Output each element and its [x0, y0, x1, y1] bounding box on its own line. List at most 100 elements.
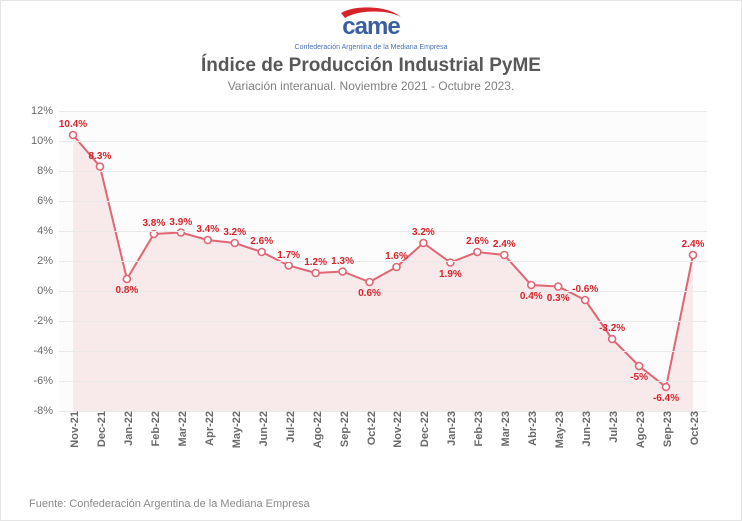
data-point — [231, 240, 238, 247]
gridline — [59, 201, 707, 202]
gridline — [59, 171, 707, 172]
x-tick-label: Mar-22 — [173, 411, 189, 446]
data-point-label: -0.6% — [572, 284, 598, 295]
data-point — [690, 252, 697, 259]
logo: came Confederación Argentina de la Media… — [1, 1, 741, 51]
data-point-label: 3.2% — [412, 227, 435, 238]
x-tick-label: Sep-22 — [335, 411, 351, 447]
x-tick-label: Jan-22 — [119, 411, 135, 446]
data-point-label: 2.4% — [682, 239, 705, 250]
data-point-label: 0.4% — [520, 291, 543, 302]
plot-area: -8%-6%-4%-2%0%2%4%6%8%10%12%Nov-21Dec-21… — [59, 111, 707, 411]
x-tick-label: Sep-23 — [658, 411, 674, 447]
data-point — [609, 336, 616, 343]
gridline — [59, 291, 707, 292]
data-point-label: 1.7% — [277, 250, 300, 261]
data-point — [96, 163, 103, 170]
data-point — [366, 279, 373, 286]
x-tick-label: Nov-21 — [65, 411, 81, 448]
data-point — [123, 276, 130, 283]
x-tick-label: Oct-23 — [685, 411, 701, 445]
data-point — [285, 262, 292, 269]
data-point-label: 0.8% — [116, 285, 139, 296]
data-point-label: 0.6% — [358, 288, 381, 299]
data-point-label: 2.6% — [250, 236, 273, 247]
svg-text:came: came — [342, 13, 400, 40]
x-tick-label: Nov-22 — [388, 411, 404, 448]
x-tick-label: Jul-22 — [281, 411, 297, 443]
data-point-label: 1.3% — [331, 256, 354, 267]
data-point-label: 3.4% — [196, 224, 219, 235]
gridline — [59, 351, 707, 352]
y-tick-label: 10% — [31, 135, 59, 147]
chart-title: Índice de Producción Industrial PyME — [1, 55, 741, 77]
x-tick-label: Dec-22 — [415, 411, 431, 447]
data-point — [501, 252, 508, 259]
data-point-label: 1.2% — [304, 257, 327, 268]
x-tick-label: Feb-23 — [469, 411, 485, 446]
y-tick-label: -4% — [33, 345, 59, 357]
data-point-label: -6.4% — [653, 393, 679, 404]
data-point — [258, 249, 265, 256]
gridline — [59, 321, 707, 322]
data-point-label: 8.3% — [89, 151, 112, 162]
gridline — [59, 111, 707, 112]
x-tick-label: Apr-22 — [200, 411, 216, 446]
logo-subtext: Confederación Argentina de la Mediana Em… — [1, 44, 741, 51]
data-point-label: 3.9% — [169, 217, 192, 228]
data-point-label: 1.6% — [385, 251, 408, 262]
x-tick-label: Jun-23 — [577, 411, 593, 446]
x-tick-label: Feb-22 — [146, 411, 162, 446]
gridline — [59, 381, 707, 382]
y-tick-label: 2% — [37, 255, 59, 267]
chart-subtitle: Variación interanual. Noviembre 2021 - O… — [1, 79, 741, 93]
y-tick-label: -6% — [33, 375, 59, 387]
y-tick-label: 0% — [37, 285, 59, 297]
x-tick-label: Abr-23 — [523, 411, 539, 446]
y-tick-label: 6% — [37, 195, 59, 207]
gridline — [59, 231, 707, 232]
data-point — [474, 249, 481, 256]
data-point — [663, 384, 670, 391]
data-point — [582, 297, 589, 304]
series-area — [73, 135, 693, 411]
data-point-label: 3.8% — [142, 218, 165, 229]
y-tick-label: 12% — [31, 105, 59, 117]
x-tick-label: Jun-22 — [254, 411, 270, 446]
data-point-label: -5% — [630, 372, 648, 383]
data-point-label: 3.2% — [223, 227, 246, 238]
data-point-label: 0.3% — [547, 293, 570, 304]
data-point — [204, 237, 211, 244]
x-tick-label: May-23 — [550, 411, 566, 448]
came-logo-svg: came — [311, 7, 431, 41]
x-tick-label: Jan-23 — [442, 411, 458, 446]
gridline — [59, 261, 707, 262]
chart-source: Fuente: Confederación Argentina de la Me… — [29, 498, 310, 510]
x-tick-label: Oct-22 — [362, 411, 378, 445]
data-point — [312, 270, 319, 277]
gridline — [59, 141, 707, 142]
data-point-label: 1.9% — [439, 269, 462, 280]
data-point — [528, 282, 535, 289]
y-tick-label: -2% — [33, 315, 59, 327]
data-point-label: 2.4% — [493, 239, 516, 250]
data-point-label: 10.4% — [59, 119, 87, 130]
data-point — [339, 268, 346, 275]
data-point-label: -3.2% — [599, 323, 625, 334]
x-tick-label: Dec-21 — [92, 411, 108, 447]
x-tick-label: Jul-23 — [604, 411, 620, 443]
y-tick-label: 8% — [37, 165, 59, 177]
x-tick-label: May-22 — [227, 411, 243, 448]
x-tick-label: Ago-23 — [631, 411, 647, 448]
data-point — [636, 363, 643, 370]
data-point — [555, 283, 562, 290]
x-tick-label: Ago-22 — [308, 411, 324, 448]
y-tick-label: -8% — [33, 405, 59, 417]
y-tick-label: 4% — [37, 225, 59, 237]
chart-container: came Confederación Argentina de la Media… — [0, 0, 742, 521]
x-tick-label: Mar-23 — [496, 411, 512, 446]
data-point-label: 2.6% — [466, 236, 489, 247]
data-point — [393, 264, 400, 271]
data-point — [420, 240, 427, 247]
data-point — [70, 132, 77, 139]
